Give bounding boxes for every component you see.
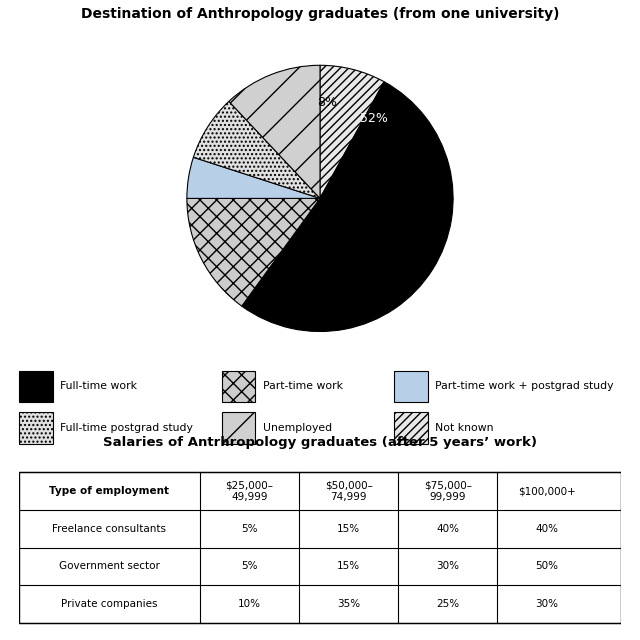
Text: Freelance consultants: Freelance consultants: [52, 524, 166, 534]
Wedge shape: [320, 65, 384, 198]
Text: 15%: 15%: [337, 561, 360, 572]
Text: 30%: 30%: [536, 599, 559, 609]
Text: Part-time work: Part-time work: [263, 381, 343, 392]
Bar: [19, 371, 52, 403]
Text: 25%: 25%: [436, 599, 460, 609]
Bar: [394, 371, 428, 403]
Text: 30%: 30%: [436, 561, 460, 572]
Text: 8%: 8%: [317, 96, 337, 109]
Text: Private companies: Private companies: [61, 599, 157, 609]
Text: Full-time postgrad study: Full-time postgrad study: [60, 423, 193, 433]
Bar: [394, 412, 428, 444]
Wedge shape: [187, 157, 320, 198]
Bar: [19, 412, 52, 444]
Wedge shape: [187, 198, 320, 306]
Wedge shape: [229, 65, 320, 198]
Title: Salaries of Antrhropology graduates (after 5 years’ work): Salaries of Antrhropology graduates (aft…: [103, 436, 537, 449]
Text: 15%: 15%: [337, 524, 360, 534]
Text: Part-time work + postgrad study: Part-time work + postgrad study: [435, 381, 613, 392]
Bar: [221, 371, 255, 403]
Text: Type of employment: Type of employment: [49, 486, 170, 496]
Text: 8%: 8%: [405, 182, 426, 195]
Text: Full-time work: Full-time work: [60, 381, 137, 392]
Wedge shape: [193, 101, 320, 198]
Text: Not known: Not known: [435, 423, 493, 433]
Text: 52%: 52%: [360, 113, 388, 125]
Title: Destination of Anthropology graduates (from one university): Destination of Anthropology graduates (f…: [81, 7, 559, 21]
Text: 40%: 40%: [536, 524, 559, 534]
Text: 5%: 5%: [404, 171, 424, 184]
Text: 35%: 35%: [337, 599, 360, 609]
Text: 12%: 12%: [402, 198, 429, 212]
Text: 5%: 5%: [241, 561, 257, 572]
Text: 10%: 10%: [238, 599, 261, 609]
Bar: [221, 412, 255, 444]
Text: $25,000–
49,999: $25,000– 49,999: [225, 481, 273, 502]
Text: 15%: 15%: [395, 156, 422, 168]
Bar: [19, 472, 621, 623]
Text: Government sector: Government sector: [59, 561, 160, 572]
Text: $75,000–
99,999: $75,000– 99,999: [424, 481, 472, 502]
Wedge shape: [242, 82, 453, 332]
Text: 40%: 40%: [436, 524, 460, 534]
Text: $100,000+: $100,000+: [518, 486, 576, 496]
Text: Unemployed: Unemployed: [263, 423, 332, 433]
Text: 50%: 50%: [536, 561, 559, 572]
Text: $50,000–
74,999: $50,000– 74,999: [324, 481, 372, 502]
Text: 5%: 5%: [241, 524, 257, 534]
